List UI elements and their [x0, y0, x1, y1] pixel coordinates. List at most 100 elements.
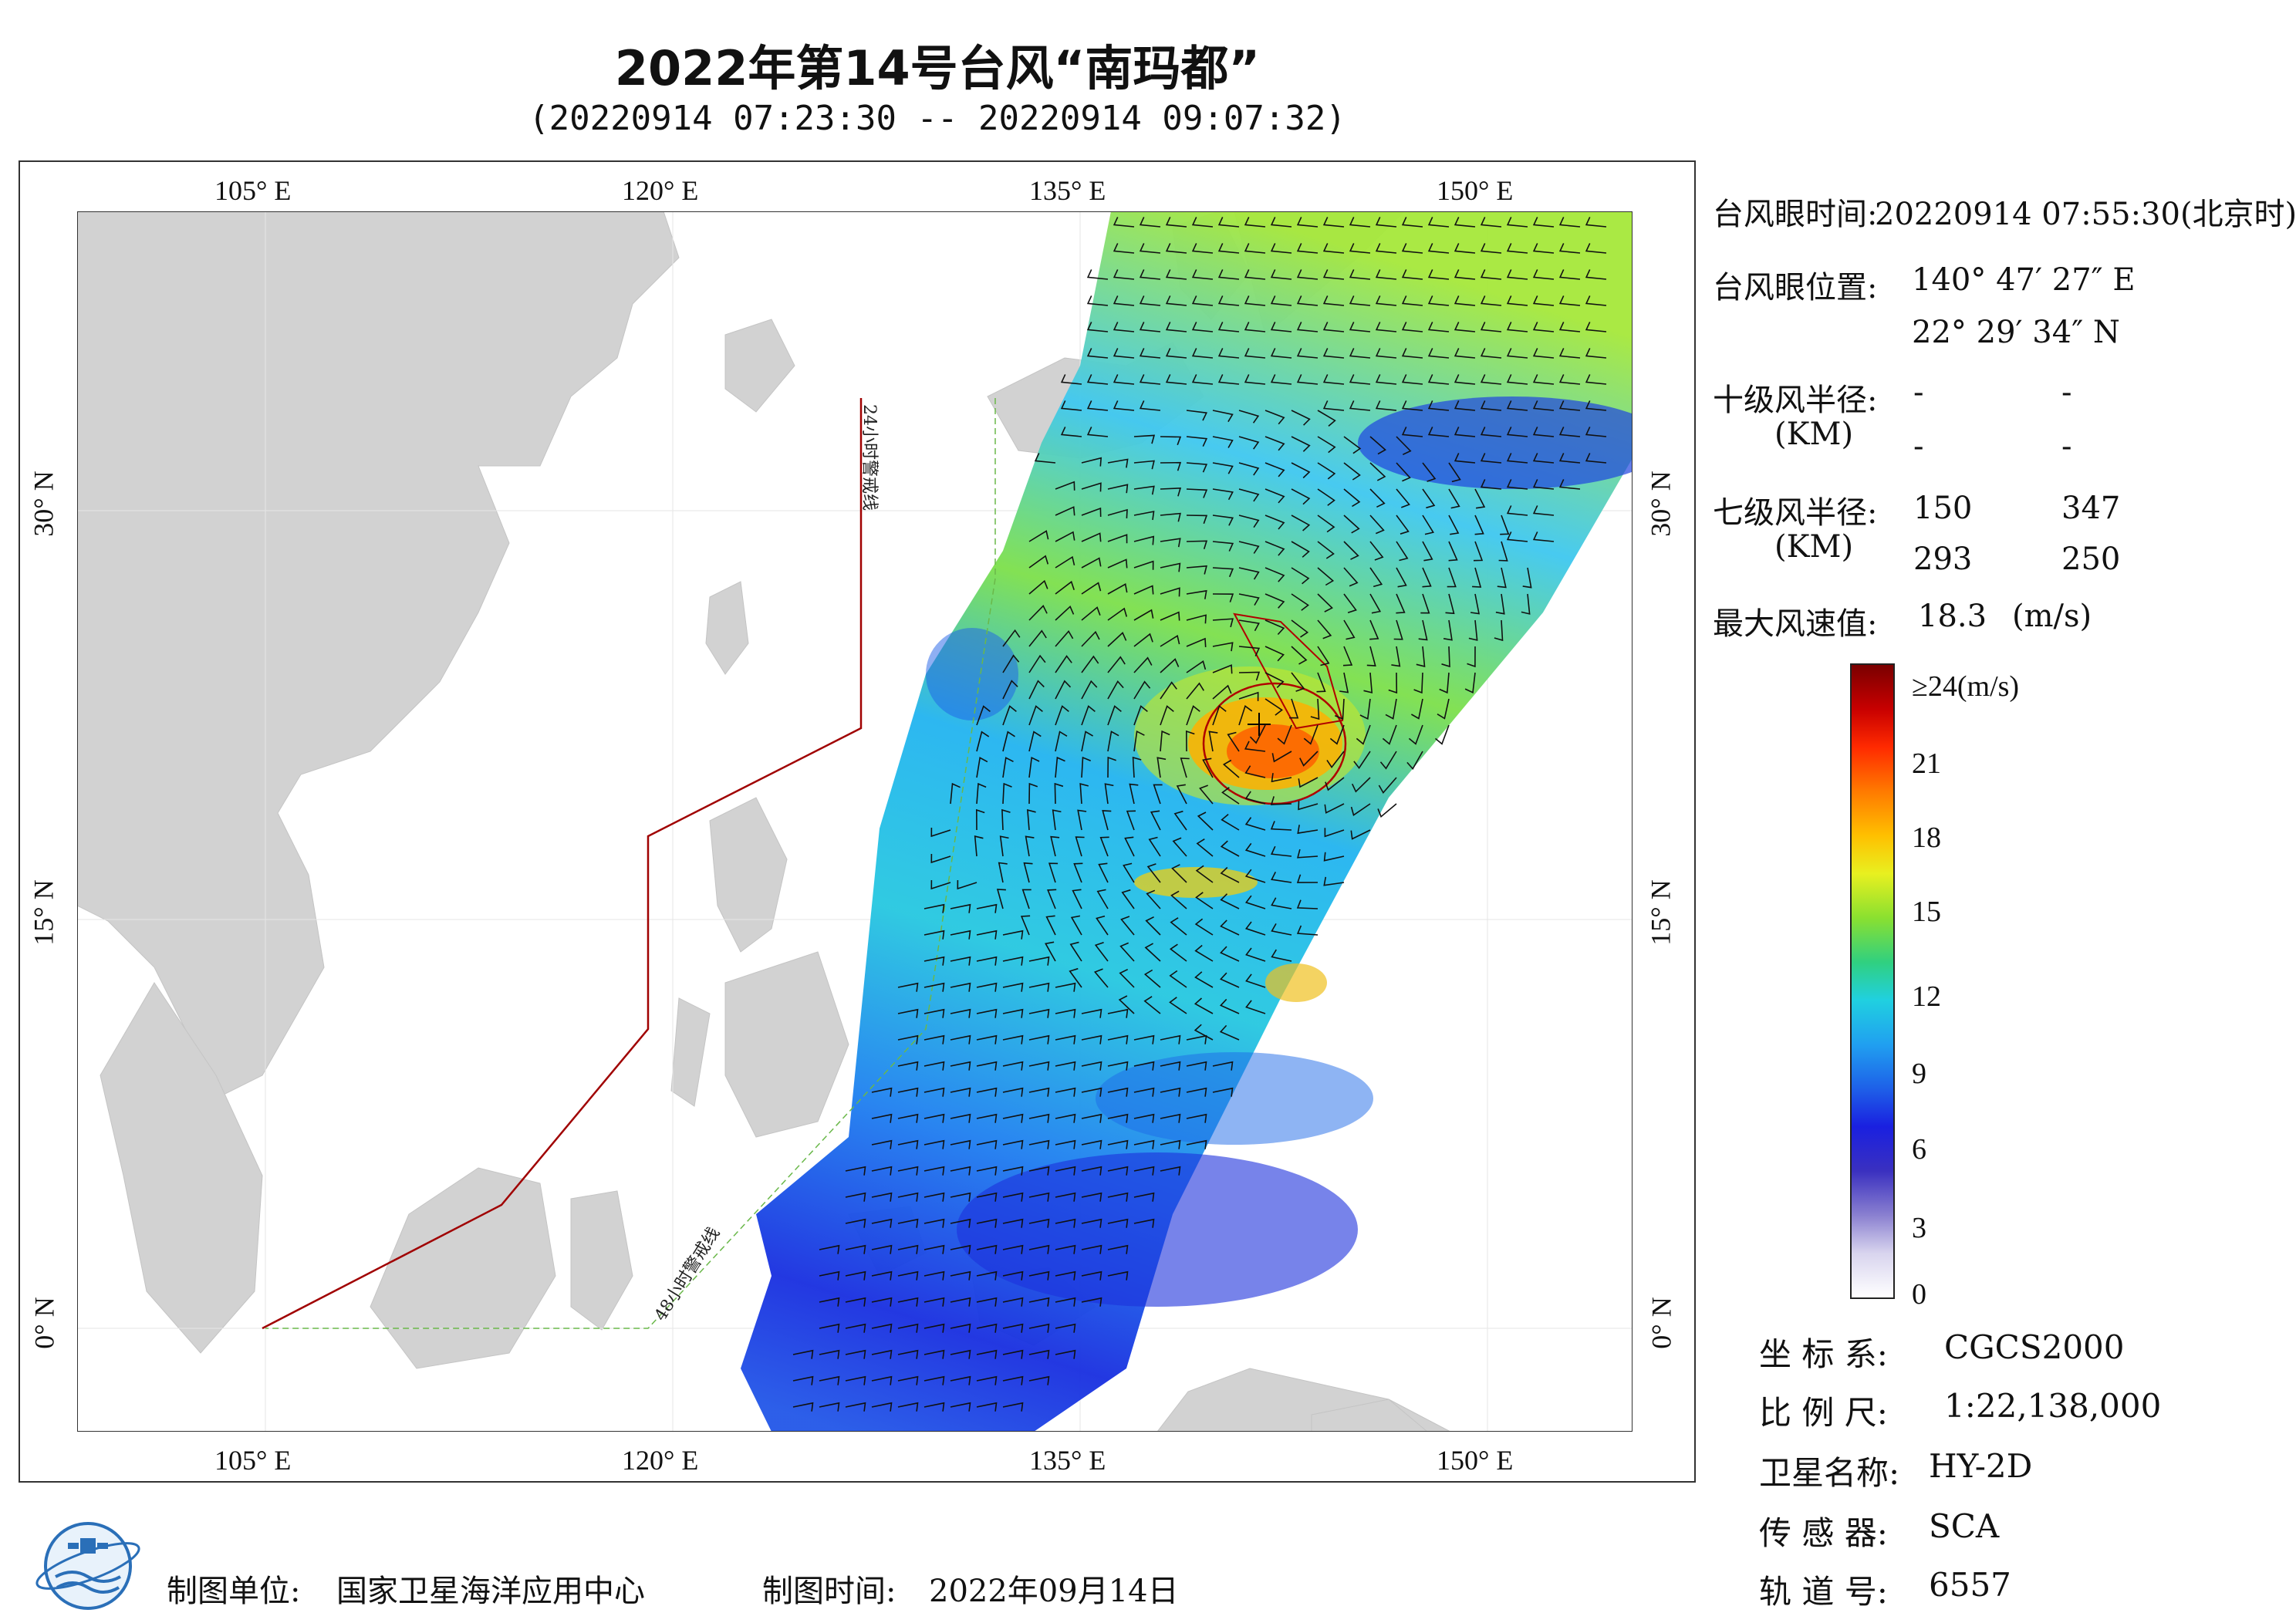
wind-barb: [1291, 488, 1311, 505]
wind-barb: [1322, 269, 1345, 280]
wind-barb: [976, 1349, 998, 1359]
wind-barb: [923, 1270, 945, 1281]
lon-label-135-top: 135° E: [1029, 175, 1106, 206]
wind-barb: [1244, 295, 1266, 306]
wind-barb: [1002, 705, 1017, 726]
wind-barb: [1160, 562, 1181, 572]
wind-barb: [950, 1166, 971, 1176]
wind-barb: [1212, 515, 1234, 526]
wind-barb: [1047, 889, 1057, 909]
wind-barb: [1107, 1139, 1129, 1149]
wind-barb: [1238, 488, 1260, 502]
wind-barb: [1277, 724, 1292, 745]
wind-barb: [1317, 515, 1335, 533]
wind-barb: [1385, 698, 1397, 720]
wind-barb: [1296, 243, 1319, 254]
wind-barb: [1002, 1087, 1024, 1097]
maxwind-label: 最大风速值:: [1713, 606, 1878, 642]
colorbar-label-24: ≥24(m/s): [1912, 670, 2020, 703]
wind-barb: [1244, 895, 1266, 909]
wind-barb: [1219, 998, 1240, 1014]
wind-barb: [1317, 410, 1336, 427]
r7-sw: 293: [1913, 542, 1973, 577]
wind-barb: [1139, 217, 1161, 228]
wind-barb: [1532, 322, 1555, 332]
wind-barb: [1351, 777, 1371, 793]
wind-barb: [923, 1113, 945, 1123]
wind-barb: [1244, 869, 1266, 883]
wind-barb: [1270, 217, 1292, 228]
org-label: 制图单位:: [167, 1574, 301, 1609]
wind-barb: [1186, 410, 1208, 421]
wind-barb: [950, 1113, 971, 1123]
wind-barb: [1186, 682, 1204, 700]
wind-barb: [1349, 374, 1371, 385]
wind-barb: [1270, 269, 1292, 280]
wind-barb: [1160, 1034, 1181, 1044]
wind-barb: [1055, 731, 1068, 752]
scale-label: 比 例 尺:: [1759, 1394, 1888, 1432]
wind-barb: [923, 1192, 945, 1202]
wind-barb: [1532, 453, 1555, 464]
wind-barb: [1506, 295, 1528, 306]
wind-barb: [1363, 672, 1373, 693]
wind-barb: [976, 903, 998, 913]
wind-barb: [1245, 973, 1266, 988]
wind-barb: [1186, 488, 1208, 498]
wind-barb: [976, 1166, 998, 1176]
wind-barb: [1055, 1113, 1076, 1123]
wind-barb: [819, 1270, 840, 1281]
wind-barb: [1028, 1297, 1050, 1307]
wind-barb: [1212, 541, 1234, 552]
wind-barb: [1558, 322, 1581, 332]
wind-barb: [930, 827, 951, 838]
wind-barb: [897, 982, 919, 992]
wind-barb: [1391, 646, 1401, 667]
wind-barb: [976, 1087, 998, 1097]
wind-barb: [1055, 705, 1069, 726]
wind-barb: [1133, 1166, 1155, 1176]
wind-barb: [976, 705, 991, 726]
wind-barb: [1079, 783, 1089, 805]
lat-label-15-left: 15° N: [28, 879, 59, 946]
wind-barb: [1434, 724, 1450, 745]
wind-barb: [1050, 835, 1060, 857]
wind-barb: [1264, 593, 1285, 609]
wind-barb: [897, 1061, 919, 1071]
wind-barb: [1427, 348, 1450, 359]
wind-barb: [1028, 555, 1049, 569]
wind-barb: [1264, 646, 1285, 662]
wind-barb: [1271, 751, 1292, 763]
wind-barb: [1221, 787, 1240, 805]
wind-barb: [1322, 295, 1345, 306]
wind-barb: [1480, 453, 1502, 464]
wind-barb: [1323, 852, 1345, 862]
wind-barb: [976, 1297, 998, 1307]
wind-barb: [1401, 374, 1423, 385]
wind-barb: [1107, 1008, 1129, 1018]
wind-barb: [950, 1192, 971, 1202]
wind-barb: [871, 1402, 893, 1412]
wind-barb: [1244, 243, 1266, 254]
wind-barb: [1271, 845, 1292, 857]
wind-barb: [1139, 269, 1161, 280]
wind-barb: [1028, 579, 1048, 595]
eye-time-value: 20220914 07:55:30(北京时): [1875, 197, 2296, 232]
wind-barb: [1186, 1113, 1207, 1123]
wind-barb: [1396, 541, 1409, 562]
colorbar-label-15: 15: [1912, 896, 1941, 928]
wind-barb: [950, 982, 971, 992]
wind-barb: [1418, 619, 1428, 641]
wind-barb: [1107, 731, 1119, 752]
wind-barb: [1212, 593, 1234, 602]
wind-barb: [1001, 808, 1011, 831]
wind-field-map[interactable]: 24小时警戒线 48小时警戒线: [77, 211, 1633, 1432]
eye-time-label: 台风眼时间:: [1713, 197, 1878, 232]
wind-barb: [1220, 946, 1240, 962]
wind-barb: [792, 1402, 814, 1412]
wind-barb: [1375, 322, 1397, 332]
r7-label: 七级风半径:: [1713, 495, 1878, 531]
wind-barb: [1212, 567, 1234, 578]
wind-barb: [1369, 436, 1386, 455]
wind-barb: [1454, 400, 1476, 411]
